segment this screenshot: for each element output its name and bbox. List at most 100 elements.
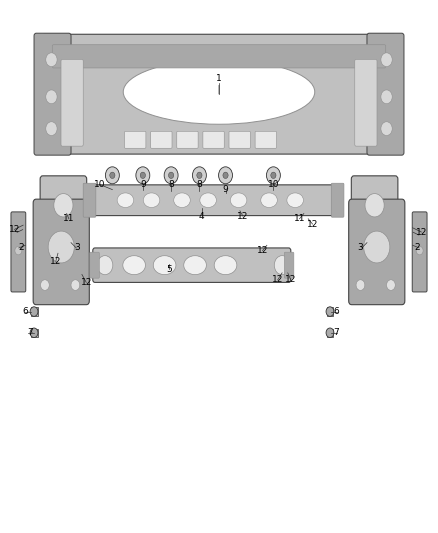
Circle shape [274,256,290,274]
Circle shape [48,231,74,263]
Ellipse shape [184,256,206,274]
Circle shape [54,193,73,217]
Ellipse shape [123,60,315,124]
Ellipse shape [230,193,247,207]
Circle shape [197,172,202,179]
FancyBboxPatch shape [31,328,38,337]
Text: 12: 12 [285,275,297,284]
Text: 7: 7 [27,328,32,337]
Circle shape [381,53,392,67]
Text: 11: 11 [294,214,305,223]
Ellipse shape [261,193,277,207]
Text: 9: 9 [223,185,228,194]
Circle shape [169,172,174,179]
Circle shape [387,280,395,290]
FancyBboxPatch shape [367,33,404,155]
FancyBboxPatch shape [31,308,38,316]
FancyBboxPatch shape [331,183,344,217]
Text: 12: 12 [9,225,20,234]
FancyBboxPatch shape [11,212,26,292]
Text: 6: 6 [22,307,28,316]
Text: 10: 10 [268,180,279,189]
Ellipse shape [123,256,145,274]
FancyBboxPatch shape [90,252,99,278]
Circle shape [266,167,280,184]
Text: 7: 7 [334,328,339,337]
Circle shape [97,256,113,274]
Ellipse shape [200,193,216,207]
Text: 12: 12 [272,275,283,284]
Text: 12: 12 [307,220,318,229]
FancyBboxPatch shape [355,60,377,146]
Circle shape [30,328,38,337]
Circle shape [356,280,365,290]
FancyBboxPatch shape [327,308,333,316]
Text: 12: 12 [416,228,427,237]
FancyBboxPatch shape [151,131,172,148]
Circle shape [326,307,334,317]
Ellipse shape [153,256,176,274]
FancyBboxPatch shape [52,45,386,68]
Circle shape [416,246,423,255]
Circle shape [192,167,206,184]
Text: 10: 10 [94,180,105,189]
Text: 8: 8 [168,180,174,189]
Circle shape [364,231,390,263]
Text: 9: 9 [140,180,146,189]
Circle shape [30,307,38,317]
Text: 12: 12 [257,246,268,255]
Text: 4: 4 [199,212,205,221]
Circle shape [46,53,57,67]
Text: 8: 8 [197,180,202,189]
Ellipse shape [287,193,304,207]
Text: 11: 11 [63,214,74,223]
FancyBboxPatch shape [33,199,89,305]
FancyBboxPatch shape [349,199,405,305]
Circle shape [46,90,57,104]
Circle shape [164,167,178,184]
FancyBboxPatch shape [89,185,338,216]
Text: 12: 12 [50,257,61,265]
FancyBboxPatch shape [34,33,71,155]
Circle shape [110,172,115,179]
FancyBboxPatch shape [284,252,294,278]
FancyBboxPatch shape [351,176,398,240]
FancyBboxPatch shape [255,131,276,148]
FancyBboxPatch shape [177,131,198,148]
Ellipse shape [214,256,237,274]
FancyBboxPatch shape [40,176,87,240]
FancyBboxPatch shape [124,131,146,148]
Circle shape [46,122,57,135]
Text: 2: 2 [18,244,24,253]
Circle shape [140,172,145,179]
FancyBboxPatch shape [203,131,224,148]
FancyBboxPatch shape [42,34,396,154]
Circle shape [326,328,334,337]
Text: 6: 6 [334,307,339,316]
Circle shape [41,280,49,290]
Circle shape [381,90,392,104]
FancyBboxPatch shape [412,212,427,292]
Text: 5: 5 [166,265,172,273]
Ellipse shape [117,193,134,207]
Circle shape [381,122,392,135]
Text: 2: 2 [414,244,420,253]
Circle shape [365,193,384,217]
FancyBboxPatch shape [83,183,96,217]
Text: 12: 12 [81,278,92,287]
Ellipse shape [143,193,160,207]
FancyBboxPatch shape [327,328,333,337]
FancyBboxPatch shape [61,60,83,146]
FancyBboxPatch shape [93,248,291,282]
Text: 12: 12 [237,212,249,221]
Circle shape [219,167,233,184]
Circle shape [136,167,150,184]
Circle shape [106,167,119,184]
FancyBboxPatch shape [229,131,251,148]
Circle shape [271,172,276,179]
Circle shape [71,280,80,290]
Circle shape [15,246,22,255]
Text: 1: 1 [216,74,222,83]
Text: 3: 3 [74,244,81,253]
Circle shape [223,172,228,179]
